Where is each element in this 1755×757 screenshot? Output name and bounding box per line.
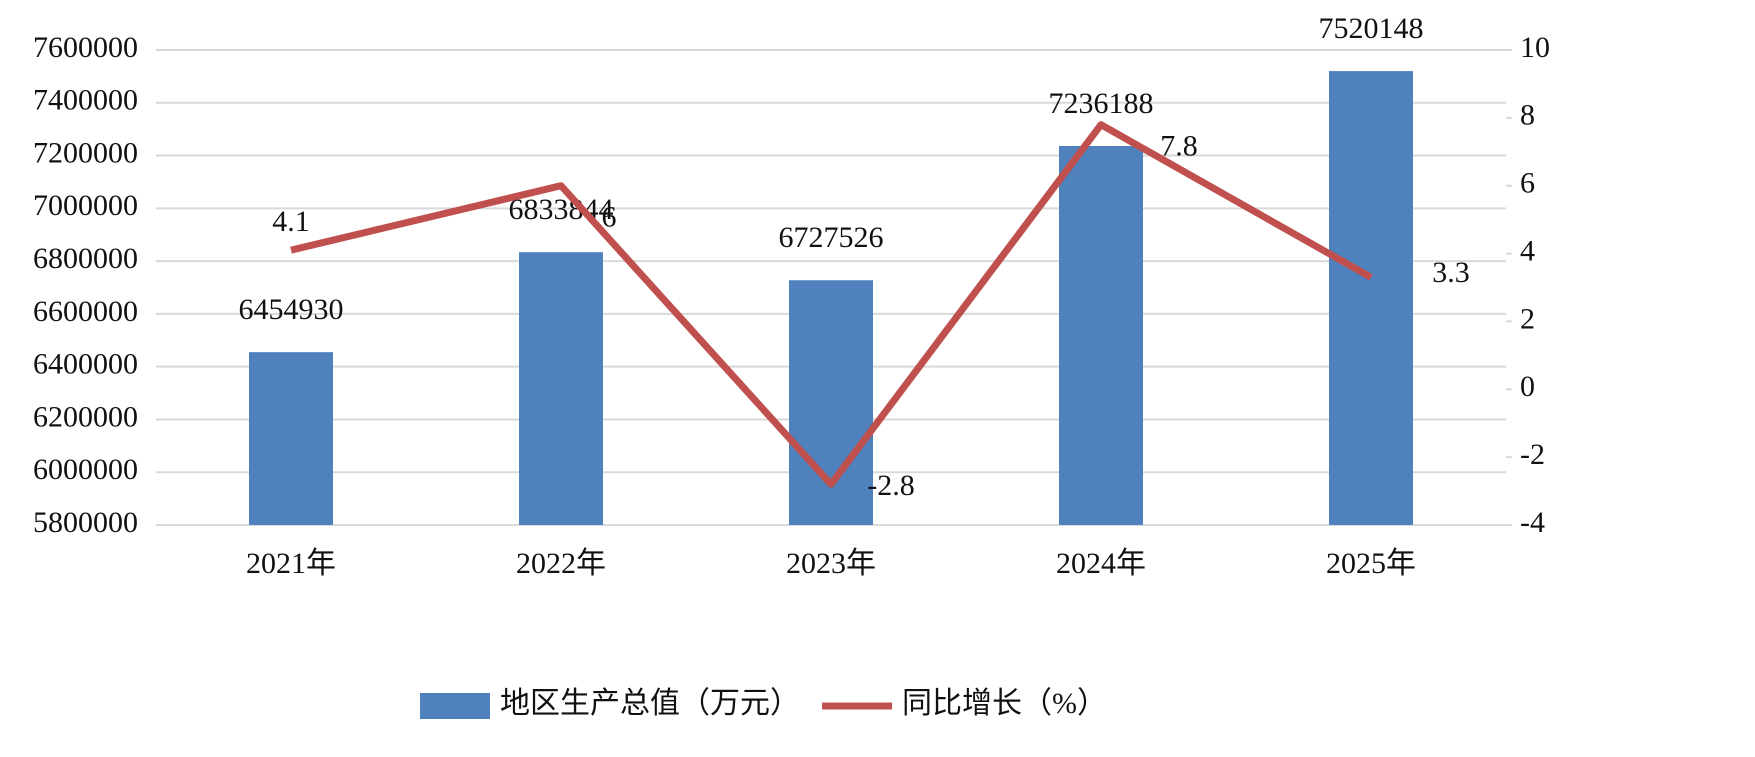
y2-tick-label: 10 (1520, 31, 1550, 64)
y-tick-label: 6000000 (33, 453, 138, 486)
line-value-label: 6 (602, 201, 617, 234)
x-tick-label: 2021年 (246, 547, 336, 580)
x-tick-label: 2023年 (786, 547, 876, 580)
y-tick-label: 7400000 (33, 84, 138, 117)
y-tick-label: 7600000 (33, 31, 138, 64)
x-tick-label: 2025年 (1326, 547, 1416, 580)
bar (1059, 146, 1143, 525)
y-tick-label: 7000000 (33, 189, 138, 222)
bar (789, 280, 873, 525)
y2-tick-label: -4 (1520, 506, 1545, 539)
bar (249, 352, 333, 525)
y-tick-label: 6400000 (33, 348, 138, 381)
y2-tick-label: 2 (1520, 302, 1535, 335)
y2-tick-label: 0 (1520, 370, 1535, 403)
bar-value-label: 7236188 (1049, 87, 1154, 120)
legend-label: 同比增长（%） (902, 687, 1107, 720)
y2-tick-label: 4 (1520, 234, 1535, 267)
bar-value-label: 6454930 (239, 293, 344, 326)
legend-label: 地区生产总值（万元） (500, 687, 800, 720)
line (290, 121, 1373, 488)
y-tick-label: 5800000 (33, 506, 138, 539)
bar (1329, 71, 1413, 525)
bar (519, 252, 603, 525)
bar-value-label: 6727526 (779, 221, 884, 254)
y2-tick-label: 6 (1520, 167, 1535, 200)
legend-swatch (420, 693, 490, 719)
y2-tick-label: 8 (1520, 99, 1535, 132)
y-tick-label: 6200000 (33, 400, 138, 433)
line-value-label: 4.1 (272, 205, 310, 238)
line-value-label: -2.8 (867, 469, 915, 502)
x-tick-label: 2024年 (1056, 547, 1146, 580)
y-tick-label: 6800000 (33, 242, 138, 275)
y-tick-label: 6600000 (33, 295, 138, 328)
y2-tick-label: -2 (1520, 438, 1545, 471)
x-tick-label: 2022年 (516, 547, 606, 580)
line-value-label: 3.3 (1432, 256, 1470, 289)
line-value-label: 7.8 (1160, 130, 1198, 163)
bar-value-label: 7520148 (1319, 12, 1424, 45)
y-tick-label: 7200000 (33, 136, 138, 169)
